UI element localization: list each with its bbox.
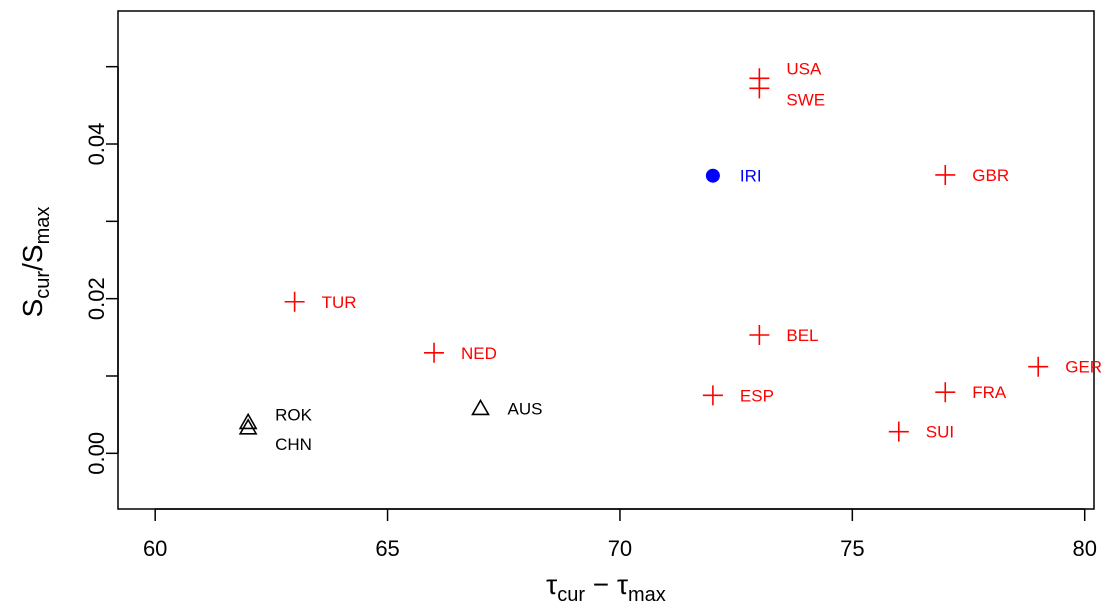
x-axis: 60 65 70 75 80 [143,508,1097,561]
point-aus [471,398,490,416]
point-label-bel: BEL [786,326,818,345]
y-axis-title: Scur/Smax [17,207,54,318]
point-label-sui: SUI [926,423,954,442]
x-tick-label: 80 [1072,536,1096,561]
x-axis-title: τcur − τmax [546,569,666,606]
point-label-rok: ROK [275,405,313,424]
point-fra [935,382,956,403]
point-label-iri: IRI [740,167,762,186]
x-tick-label: 75 [840,536,864,561]
point-ned [424,342,445,363]
point-label-tur: TUR [322,293,357,312]
point-label-fra: FRA [972,383,1007,402]
y-axis: 0.00 0.02 0.04 [84,65,119,475]
y-tick-label: 0.00 [84,432,109,475]
y-tick-label: 0.04 [84,123,109,166]
point-label-swe: SWE [786,90,825,109]
point-label-aus: AUS [508,399,543,418]
point-label-esp: ESP [740,386,774,405]
point-ger [1028,356,1049,377]
x-tick-label: 70 [608,536,632,561]
data-points [238,68,1049,442]
point-label-ger: GER [1065,358,1102,377]
y-tick-label: 0.02 [84,277,109,320]
point-rok [238,412,258,430]
point-label-ned: NED [461,344,497,363]
x-tick-label: 60 [143,536,167,561]
point-tur [284,291,305,312]
point-label-usa: USA [786,59,822,78]
point-label-chn: CHN [275,435,312,454]
point-chn [238,418,258,435]
point-swe [749,78,770,99]
x-tick-label: 65 [375,536,399,561]
point-gbr [935,164,956,185]
point-iri [705,168,720,183]
point-label-gbr: GBR [972,166,1009,185]
point-esp [702,385,723,406]
point-bel [749,325,770,346]
point-sui [888,421,909,442]
point-labels: USA SWE GBR TUR NED BEL GER FRA ESP SUI IRI ROK CHN A… [275,59,1102,454]
